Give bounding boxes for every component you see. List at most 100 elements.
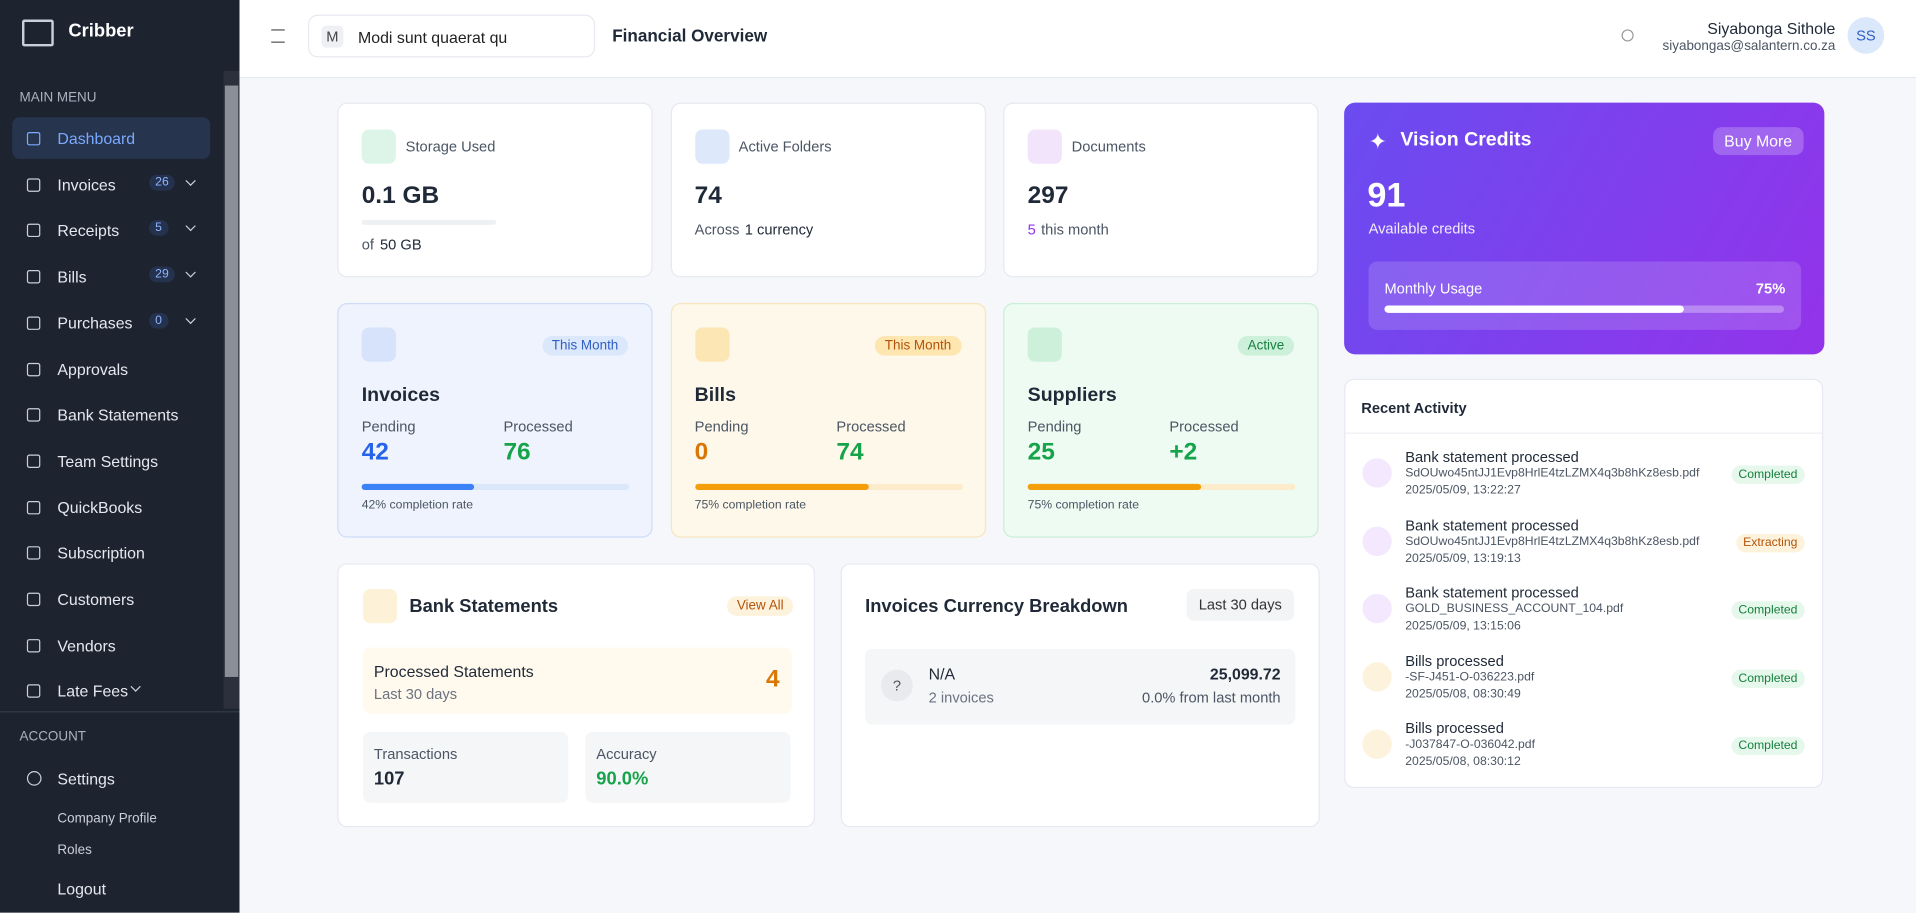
nav-item[interactable]: Team Settings: [12, 440, 210, 482]
user-name: Siyabonga Sithole: [1707, 19, 1836, 38]
count: 4: [766, 665, 780, 693]
icon: [361, 129, 396, 164]
company-select[interactable]: M Modi sunt quaerat qu: [307, 14, 596, 58]
brand: Cribber: [68, 20, 134, 42]
nav-label: Approvals: [57, 359, 129, 379]
icon: ✦: [1368, 129, 1388, 154]
sub-b: 1 currency: [744, 221, 814, 239]
activity-file: SdOUwo45ntJJ1Evp8HrlE4tzLZMX4q3b8hKz8esb…: [1405, 466, 1700, 481]
sub-item[interactable]: Company Profile: [57, 811, 157, 827]
credits: 91: [1367, 175, 1406, 214]
stat-label: Active Folders: [738, 138, 832, 156]
range-select[interactable]: Last 30 days: [1186, 588, 1295, 621]
activity-file: -J037847-O-036042.pdf: [1405, 738, 1535, 752]
stat: Accuracy 90.0%: [585, 731, 791, 803]
summary-card: This Month Invoices Pending 42 Processed 76 42…: [337, 303, 653, 538]
nav-item[interactable]: Settings: [57, 769, 115, 789]
status: Completed: [1731, 601, 1805, 620]
badge: Active: [1237, 336, 1295, 356]
activity-file: -SF-J451-O-036223.pdf: [1405, 670, 1535, 685]
brand-icon: [21, 19, 54, 47]
nav-label: Late Fees: [57, 682, 129, 701]
activity-time: 2025/05/09, 13:19:13: [1405, 551, 1521, 566]
pending-label: Pending: [694, 417, 749, 436]
pending: 25: [1027, 438, 1055, 466]
title: Vision Credits: [1400, 129, 1532, 151]
nav-item[interactable]: Logout: [57, 879, 107, 899]
title: Bank Statements: [409, 596, 559, 618]
nav-badge: 26: [149, 174, 175, 191]
title: Invoices Currency Breakdown: [865, 596, 1128, 618]
progress-track: [361, 483, 630, 490]
activity-card: Recent Activity Bank statement processed…: [1344, 378, 1824, 789]
search[interactable]: [1621, 29, 1634, 42]
icon: [1362, 729, 1392, 760]
nav-item[interactable]: Dashboard: [12, 117, 211, 159]
activity-title: Bank statement processed: [1405, 516, 1579, 534]
summary-card: Active Suppliers Pending 25 Processed +2 75% c…: [1003, 303, 1319, 538]
nav-item[interactable]: Bank Statements: [12, 394, 210, 436]
label: Transactions: [373, 745, 458, 763]
nav-badge: 29: [149, 266, 175, 283]
count: 2 invoices: [928, 689, 994, 707]
nav-item[interactable]: Bills 29: [12, 256, 210, 298]
usage-fill: [1384, 305, 1685, 313]
chevron: [185, 267, 196, 278]
view-all[interactable]: View All: [727, 596, 794, 616]
icon: [26, 684, 41, 699]
value: 90.0%: [596, 768, 649, 790]
icon: [26, 224, 41, 238]
menu-toggle[interactable]: [271, 29, 285, 43]
nav-item[interactable]: Purchases 0: [12, 302, 210, 344]
nav-item[interactable]: Approvals: [12, 348, 210, 390]
icon: [26, 454, 41, 468]
nav-item[interactable]: QuickBooks: [12, 486, 210, 528]
pending-label: Pending: [361, 417, 416, 436]
bank-card: Bank Statements View All Processed State…: [337, 563, 816, 828]
amount: 25,099.72: [1209, 664, 1281, 684]
stat-label: Storage Used: [405, 138, 496, 156]
sub-item[interactable]: Roles: [57, 843, 92, 858]
chevron: [185, 221, 196, 232]
label: Processed Statements: [373, 662, 534, 681]
completion: 75% completion rate: [694, 498, 807, 512]
icon: ?: [881, 669, 913, 702]
currency-card: Invoices Currency Breakdown Last 30 days…: [840, 563, 1320, 828]
nav-item[interactable]: Receipts 5: [12, 209, 210, 251]
activity-file: GOLD_BUSINESS_ACCOUNT_104.pdf: [1405, 602, 1624, 617]
icon: [26, 500, 41, 514]
chevron: [130, 682, 141, 693]
company-name: Modi sunt quaerat qu: [358, 28, 508, 47]
nav-item[interactable]: Invoices 26: [12, 163, 210, 205]
nav-item[interactable]: Subscription: [12, 532, 210, 574]
avatar[interactable]: SS: [1847, 17, 1885, 54]
icon: [361, 327, 396, 362]
icon: [26, 771, 42, 786]
badge: This Month: [542, 336, 629, 356]
icon: [694, 129, 729, 164]
icon: [26, 362, 41, 376]
nav-label: Invoices: [57, 175, 116, 194]
progress-track: [1027, 483, 1296, 490]
sub: Last 30 days: [373, 685, 458, 703]
sub-b: this month: [1041, 221, 1109, 239]
activity-time: 2025/05/08, 08:30:49: [1405, 687, 1521, 702]
sub-b: 50 GB: [380, 235, 422, 253]
nav-label: Vendors: [57, 636, 116, 655]
icon: [26, 408, 41, 422]
nav-item[interactable]: Vendors: [12, 624, 210, 666]
scroll-thumb: [224, 85, 239, 677]
divider: [1345, 432, 1822, 434]
badge: This Month: [875, 336, 962, 356]
card-title: Suppliers: [1027, 384, 1117, 406]
nav-item[interactable]: Late Fees: [12, 670, 210, 712]
buy-more[interactable]: Buy More: [1713, 127, 1804, 156]
activity-title: Bank statement processed: [1405, 584, 1579, 602]
stat: Transactions 107: [362, 731, 569, 803]
icon: [26, 638, 41, 653]
icon: [1362, 594, 1392, 624]
nav-label: QuickBooks: [57, 498, 143, 517]
section-label: MAIN MENU: [19, 90, 97, 106]
nav-item[interactable]: Customers: [12, 578, 210, 620]
